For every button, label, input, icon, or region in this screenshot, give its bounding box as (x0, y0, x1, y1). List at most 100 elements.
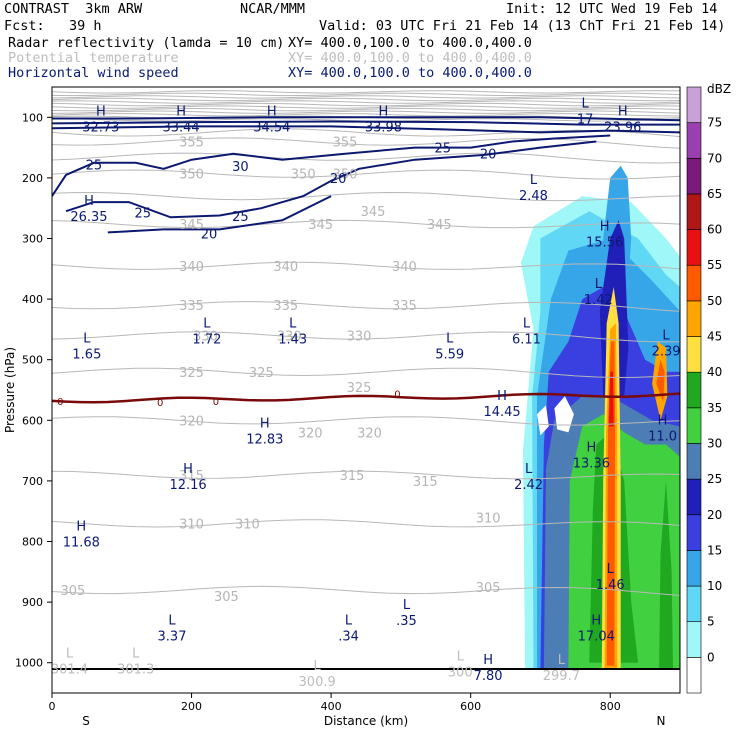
extremum-value-20: 12.16 (169, 478, 206, 493)
extremum-kind-12: L (523, 316, 531, 331)
extremum-kind-27: H (591, 613, 601, 628)
colorbar-unit: dBZ (707, 82, 731, 96)
colorbar-level-13: 65 (707, 187, 722, 201)
theta-label-17: 330 (347, 329, 372, 344)
extremum-value-6: 2.48 (519, 189, 548, 204)
extremum-value-2: 34.54 (253, 120, 290, 135)
extremum-kind-29: L (132, 647, 140, 662)
extremum-value-29: 301.3 (117, 663, 154, 678)
init-time: Init: 12 UTC Wed 19 Feb 14 (506, 1, 718, 17)
colorbar-level-6: 30 (707, 436, 722, 450)
extremum-value-28: 301.4 (51, 663, 88, 678)
colorbar-level-7: 35 (707, 401, 722, 415)
colorbar-level-8: 40 (707, 365, 722, 379)
colorbar-swatch-4 (686, 514, 702, 551)
colorbar-level-5: 25 (707, 472, 722, 486)
colorbar-level-1: 5 (707, 615, 715, 629)
wind-speed-contours (52, 116, 680, 234)
plot-area (52, 90, 680, 670)
theta-label-4: 350 (333, 168, 358, 183)
theta-contour-1 (52, 137, 680, 149)
theta-contour-top-1 (52, 92, 680, 97)
extremum-kind-9: L (595, 277, 603, 292)
extremum-value-10: 1.72 (192, 332, 221, 347)
contour-labels: 355 355 350 350 350 345 345 345 345 340 340 340 335 3… (51, 96, 681, 689)
potential-temperature-contours (52, 90, 680, 596)
y-tick-label-7: 800 (22, 536, 43, 549)
extremum-value-5: 23.96 (604, 120, 641, 135)
colorbar-swatch-11 (686, 264, 702, 302)
colorbar-level-14: 70 (707, 151, 722, 165)
reflectivity-region-16 (656, 359, 665, 403)
colorbar-swatch-16 (686, 86, 702, 123)
x-axis-label: Distance (km) (324, 714, 408, 728)
extremum-value-13: 1.65 (72, 348, 101, 363)
extremum-kind-13: L (83, 332, 91, 347)
theta-contour-top-9 (52, 113, 680, 117)
extremum-value-25: 3.37 (158, 629, 187, 644)
extremum-kind-1: H (176, 104, 186, 119)
extremum-kind-20: H (183, 462, 193, 477)
extremum-kind-33: L (558, 653, 566, 668)
theta-contour-5 (52, 219, 680, 229)
theta-contour-top-4 (52, 100, 680, 104)
theta-label-27: 310 (179, 517, 204, 532)
extremum-value-23: 1.46 (596, 578, 625, 593)
reflectivity-region-14 (608, 371, 614, 427)
theta-label-24: 315 (179, 469, 204, 484)
x-tick-label-2: 400 (321, 700, 342, 713)
theta-label-9: 340 (179, 260, 204, 275)
field-xy-wind: XY= 400.0,100.0 to 400.0,400.0 (288, 65, 532, 81)
zero-line-label-2: 0 (213, 397, 219, 408)
extremum-kind-31: L (457, 650, 465, 665)
theta-label-25: 315 (340, 469, 365, 484)
theta-label-30: 305 (61, 584, 86, 599)
wind-label-6: 25 (232, 210, 249, 225)
theta-contour-10 (52, 416, 680, 426)
extremum-value-15: 2.39 (652, 345, 681, 360)
extremum-kind-2: H (267, 104, 277, 119)
extremum-value-24: .35 (396, 614, 417, 629)
wind-label-2: 20 (330, 172, 347, 187)
theta-contour-top-3 (52, 97, 680, 102)
colorbar-level-12: 60 (707, 223, 722, 237)
wind-label-0: 25 (86, 159, 103, 174)
y-tick-label-3: 400 (22, 293, 43, 306)
theta-contour-12 (52, 519, 680, 528)
theta-label-8: 345 (361, 205, 386, 220)
reflectivity-region-17 (554, 396, 574, 433)
extremum-value-4: 17 (577, 112, 594, 127)
colorbar-swatch-1 (686, 621, 702, 658)
theta-label-13: 335 (273, 299, 298, 314)
colorbar: 0 5 10 15 20 25 30 35 40 45 50 55 60 65 70 75 dBZ (686, 82, 731, 694)
zero-line-label-0: 0 (57, 397, 63, 408)
extremum-value-27: 17.04 (578, 629, 615, 644)
theta-label-15: 330 (193, 329, 218, 344)
theta-contour-top-0 (52, 90, 680, 94)
extremum-kind-25: L (168, 613, 176, 628)
wind-contour-2 (52, 125, 680, 134)
extremum-value-9: 1.42 (584, 293, 613, 308)
theta-contour-top-5 (52, 102, 680, 107)
colorbar-swatch-3 (686, 550, 702, 587)
theta-contour-4 (52, 191, 680, 202)
extremum-value-11: 1.43 (278, 332, 307, 347)
zero-line-label-3: 0 (394, 390, 400, 401)
colorbar-swatch-14 (686, 157, 702, 195)
colorbar-swatch-8 (686, 371, 702, 409)
model-name: CONTRAST 3km ARW (4, 1, 143, 17)
extremum-kind-22: H (76, 519, 86, 534)
wind-contour-4 (65, 140, 597, 219)
extremum-kind-5: H (618, 104, 628, 119)
extremum-kind-14: L (446, 332, 454, 347)
colorbar-swatch-9 (686, 336, 702, 373)
y-tick-label-1: 200 (22, 172, 43, 185)
theta-label-0: 355 (179, 136, 204, 151)
colorbar-level-2: 10 (707, 579, 722, 593)
theta-label-28: 310 (235, 517, 260, 532)
theta-label-14: 335 (392, 299, 417, 314)
field-xy-theta: XY= 400.0,100.0 to 400.0,400.0 (288, 50, 532, 66)
extremum-kind-10: L (203, 316, 211, 331)
extremum-kind-8: H (600, 219, 610, 234)
